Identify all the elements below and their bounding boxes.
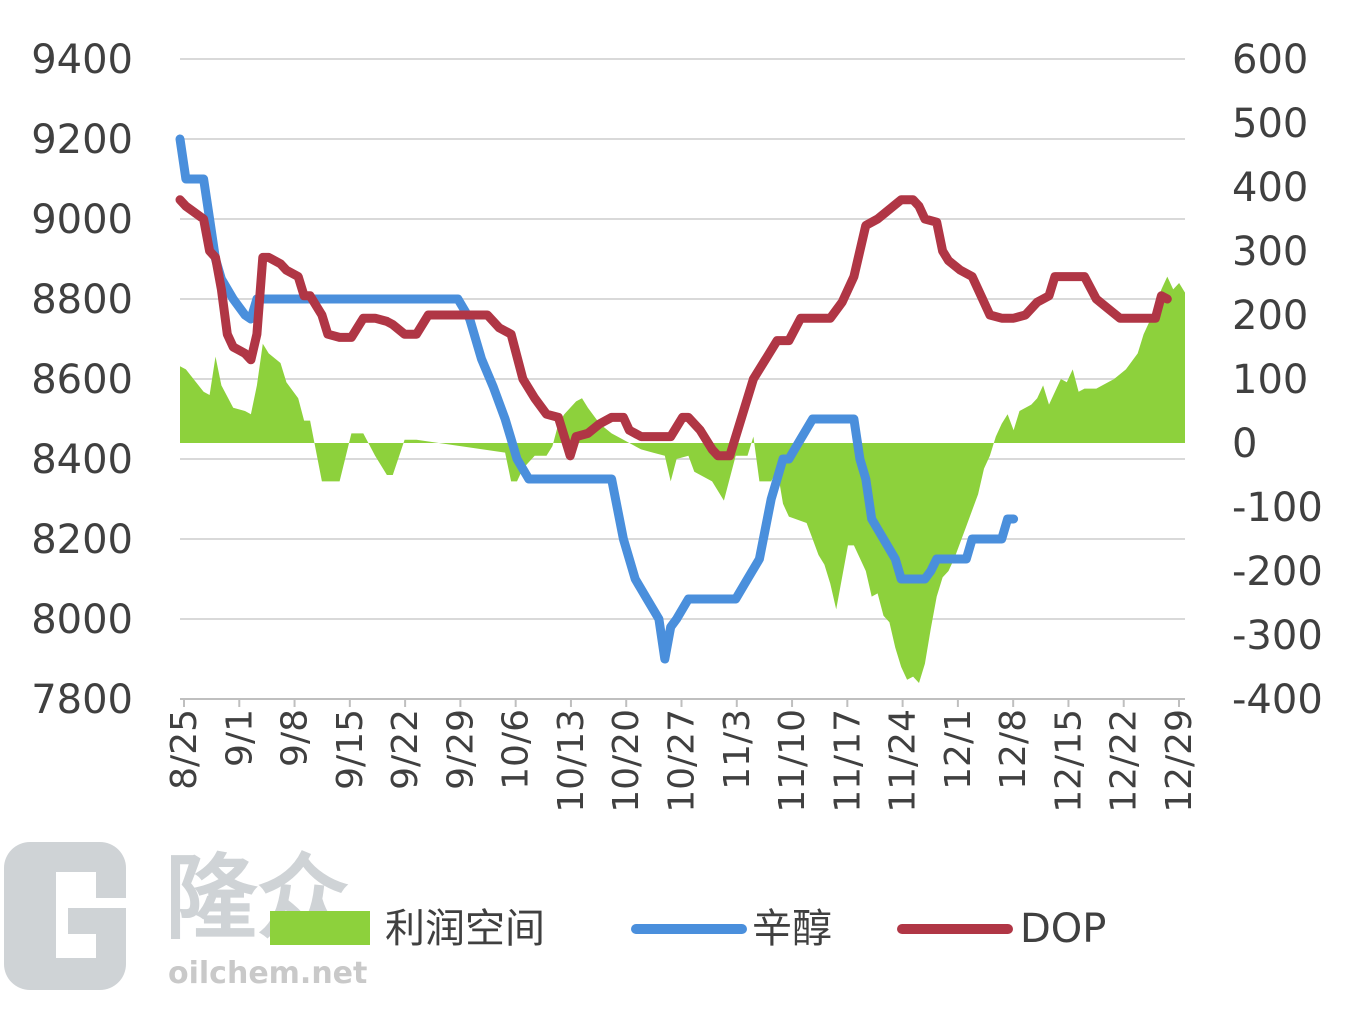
x-tick-label: 9/15 [330,709,371,790]
x-tick-label: 11/17 [827,709,868,813]
x-tick-label: 9/29 [440,709,481,790]
x-tick-label: 9/8 [275,709,316,767]
y-left-tick-label: 8200 [31,517,133,563]
y-left-tick-label: 9000 [31,197,133,243]
x-tick-label: 12/15 [1048,709,1089,813]
x-tick-label: 11/24 [883,709,924,813]
y-right-tick-label: 300 [1232,229,1308,275]
y-right-tick-label: 0 [1232,421,1257,467]
y-right-tick-label: -400 [1232,677,1323,723]
y-right-tick-label: 400 [1232,165,1308,211]
y-right-tick-label: -100 [1232,485,1323,531]
y-right-tick-label: 500 [1232,101,1308,147]
x-tick-label: 8/25 [164,709,205,790]
x-tick-label: 11/10 [772,709,813,813]
y-axis-left: 9400 9200 9000 8800 8600 8400 8200 8000 7800 [31,37,133,723]
legend-swatch-profit [270,911,370,945]
x-tick-label: 11/3 [717,709,758,790]
y-left-tick-label: 9200 [31,117,133,163]
x-tick-label: 12/29 [1159,709,1200,813]
y-left-tick-label: 8600 [31,357,133,403]
x-tick-label: 10/20 [606,709,647,813]
y-right-tick-label: -200 [1232,549,1323,595]
y-right-tick-label: -300 [1232,613,1323,659]
profit-area [180,276,1185,683]
x-tick-label: 10/27 [662,709,703,813]
profit-area-series [180,276,1185,683]
watermark-domain: oilchem.net [168,956,367,991]
x-tick-label: 10/13 [551,709,592,813]
x-tick-label: 9/22 [385,709,426,790]
x-tick-label: 12/1 [938,709,979,790]
y-right-tick-label: 600 [1232,37,1308,83]
y-left-tick-label: 8000 [31,597,133,643]
x-axis: 8/25 9/1 9/8 9/15 9/22 9/29 10/6 10/13 10/20 10/2… [164,699,1200,813]
y-right-tick-label: 200 [1232,293,1308,339]
legend: 利润空间 辛醇 DOP [270,906,1106,952]
legend-label-dop: DOP [1020,906,1106,952]
y-left-tick-label: 7800 [31,677,133,723]
x-tick-label: 9/1 [219,709,260,767]
legend-label-octanol: 辛醇 [752,906,832,952]
x-tick-label: 12/22 [1104,709,1145,813]
watermark: 隆众 oilchem.net [4,842,367,991]
y-right-tick-label: 100 [1232,357,1308,403]
y-left-tick-label: 8800 [31,277,133,323]
watermark-logo-icon [4,842,126,990]
y-left-tick-label: 9400 [31,37,133,83]
y-axis-right: 600 500 400 300 200 100 0 -100 -200 -300 -400 [1232,37,1323,723]
legend-label-profit: 利润空间 [385,906,545,952]
line-series [175,134,1172,664]
dop-line [175,195,1172,461]
x-tick-label: 10/6 [496,709,537,790]
y-left-tick-label: 8400 [31,437,133,483]
x-tick-label: 12/8 [993,709,1034,790]
